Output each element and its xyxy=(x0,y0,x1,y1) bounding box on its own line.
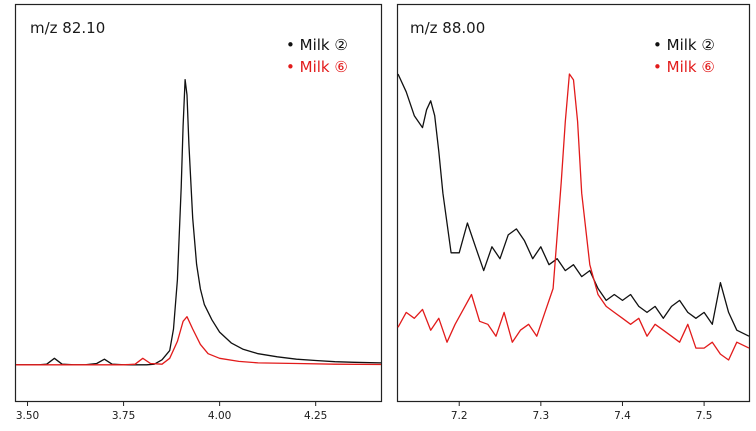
x-tick-label: 7.2 xyxy=(451,410,468,422)
x-tick-label: 7.4 xyxy=(614,410,631,422)
legend-label: Milk xyxy=(667,36,697,54)
legend-entry-milk-6: • Milk ⑥ xyxy=(653,58,715,76)
legend-label: Milk xyxy=(667,58,697,76)
x-tick-label: 3.75 xyxy=(112,410,135,422)
plot-frame xyxy=(14,3,383,403)
legend-marker: ② xyxy=(334,36,347,54)
legend-bullet: • xyxy=(653,58,667,76)
legend-marker: ⑥ xyxy=(334,58,347,76)
legend-marker: ② xyxy=(701,36,714,54)
legend-label: Milk xyxy=(300,36,330,54)
x-tick-label: 3.50 xyxy=(16,410,39,422)
series-line-milk-6 xyxy=(16,316,382,366)
legend-marker: ⑥ xyxy=(701,58,714,76)
series-line-milk-2 xyxy=(16,78,382,366)
series-line-milk-2 xyxy=(397,73,750,337)
series-layer xyxy=(397,73,750,361)
x-tick-label: 4.25 xyxy=(304,410,327,422)
legend-entry-milk-2: • Milk ② xyxy=(653,36,715,54)
chart-panel-mz-82-10: m/z 82.10 • Milk ② • Milk ⑥ 3.50 3.75 4.00… xyxy=(14,3,383,422)
series-line-milk-6 xyxy=(397,73,750,361)
x-axis: 3.50 3.75 4.00 4.25 xyxy=(16,401,327,422)
chart-title: m/z 88.00 xyxy=(410,19,485,37)
x-axis: 7.2 7.3 7.4 7.5 xyxy=(451,401,713,422)
legend-label: Milk xyxy=(300,58,330,76)
chart-title: m/z 82.10 xyxy=(30,19,105,37)
x-tick-label: 7.5 xyxy=(696,410,713,422)
legend: • Milk ② • Milk ⑥ xyxy=(653,36,715,76)
legend: • Milk ② • Milk ⑥ xyxy=(286,36,348,76)
legend-bullet: • xyxy=(653,36,667,54)
plot-frame xyxy=(396,3,751,403)
legend-bullet: • xyxy=(286,58,300,76)
chart-panel-mz-88-00: m/z 88.00 • Milk ② • Milk ⑥ 7.2 7.3 7.4 7.5 xyxy=(396,3,751,422)
legend-bullet: • xyxy=(286,36,300,54)
x-tick-label: 7.3 xyxy=(532,410,549,422)
x-tick-label: 4.00 xyxy=(208,410,231,422)
series-layer xyxy=(16,78,382,366)
legend-entry-milk-2: • Milk ② xyxy=(286,36,348,54)
legend-entry-milk-6: • Milk ⑥ xyxy=(286,58,348,76)
